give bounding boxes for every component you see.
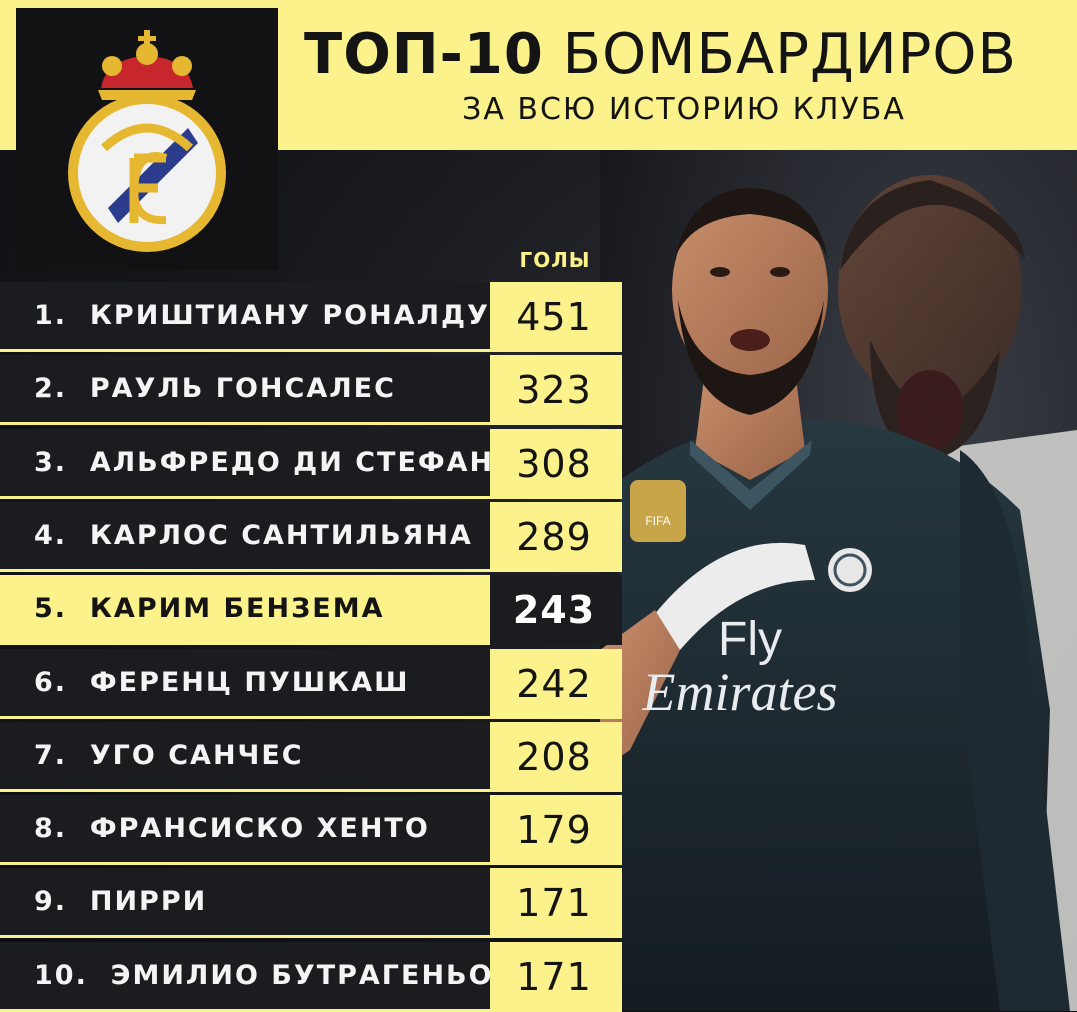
table-row: 8. ФРАНСИСКО ХЕНТО 179: [0, 795, 622, 865]
goals-value: 308: [490, 429, 622, 499]
player-rank: 2.: [34, 373, 68, 404]
player-rank: 10.: [34, 960, 88, 991]
table-row: 10. ЭМИЛИО БУТРАГЕНЬО 171: [0, 942, 622, 1012]
player-name: 8. ФРАНСИСКО ХЕНТО: [34, 795, 430, 865]
page-title: ТОП-10 БОМБАРДИРОВ: [304, 22, 1064, 87]
row-background: [0, 795, 490, 865]
player-name-text: УГО САНЧЕС: [89, 740, 304, 771]
player-name-text: КАРЛОС САНТИЛЬЯНА: [89, 520, 473, 551]
goals-value: 171: [490, 868, 622, 938]
row-background: [0, 868, 490, 938]
player-rank: 7.: [34, 740, 68, 771]
player-name-text: ФЕРЕНЦ ПУШКАШ: [89, 667, 410, 698]
goals-value: 171: [490, 942, 622, 1012]
player-rank: 3.: [34, 447, 68, 478]
player-name: 4. КАРЛОС САНТИЛЬЯНА: [34, 502, 473, 572]
goals-value: 289: [490, 502, 622, 572]
jersey-text-line1: Fly: [718, 613, 782, 666]
goals-value: 242: [490, 649, 622, 719]
jersey-text-line2: Emirates: [642, 662, 838, 722]
player-name: 1. КРИШТИАНУ РОНАЛДУ: [34, 282, 490, 352]
player-rank: 8.: [34, 813, 68, 844]
player-name: 10. ЭМИЛИО БУТРАГЕНЬО: [34, 942, 494, 1012]
fifa-badge-text: FIFA: [645, 514, 670, 528]
player-photo: FIFA Fly Emirates: [600, 150, 1077, 1011]
row-background: [0, 355, 490, 425]
player-rank: 4.: [34, 520, 68, 551]
player-name-text: ЭМИЛИО БУТРАГЕНЬО: [110, 960, 494, 991]
row-background: [0, 429, 490, 499]
player-rank: 6.: [34, 667, 68, 698]
player-name: 9. ПИРРИ: [34, 868, 207, 938]
player-rank: 1.: [34, 300, 68, 331]
player-name-text: ПИРРИ: [89, 886, 208, 917]
goals-value: 243: [490, 575, 622, 645]
player-rank: 9.: [34, 886, 68, 917]
goals-value: 451: [490, 282, 622, 352]
goals-value: 323: [490, 355, 622, 425]
goals-column-header: ГОЛЫ: [519, 248, 591, 272]
table-row: 6. ФЕРЕНЦ ПУШКАШ 242: [0, 649, 622, 719]
title-bold: ТОП-10: [304, 22, 544, 87]
goals-value: 179: [490, 795, 622, 865]
player-name: 3. АЛЬФРЕДО ДИ СТЕФАНО: [34, 429, 519, 499]
player-name-text: КАРИМ БЕНЗЕМА: [89, 593, 385, 624]
player-name-text: РАУЛЬ ГОНСАЛЕС: [89, 373, 396, 404]
table-row: 2. РАУЛЬ ГОНСАЛЕС 323: [0, 355, 622, 425]
goals-value: 208: [490, 722, 622, 792]
row-background: [0, 722, 490, 792]
player-name: 5. КАРИМ БЕНЗЕМА: [34, 575, 385, 645]
page-subtitle: ЗА ВСЮ ИСТОРИЮ КЛУБА: [462, 92, 906, 127]
title-rest: БОМБАРДИРОВ: [562, 22, 1017, 87]
player-name: 6. ФЕРЕНЦ ПУШКАШ: [34, 649, 409, 719]
table-row: 5. КАРИМ БЕНЗЕМА 243: [0, 575, 622, 645]
row-background: [0, 502, 490, 572]
real-madrid-crest-icon: [68, 30, 226, 252]
row-background: [0, 575, 490, 645]
table-row: 1. КРИШТИАНУ РОНАЛДУ 451: [0, 282, 622, 352]
logo-box: [16, 8, 278, 270]
player-name-text: АЛЬФРЕДО ДИ СТЕФАНО: [89, 447, 520, 478]
player-name-text: ФРАНСИСКО ХЕНТО: [89, 813, 430, 844]
table-row: 4. КАРЛОС САНТИЛЬЯНА 289: [0, 502, 622, 572]
table-row: 3. АЛЬФРЕДО ДИ СТЕФАНО 308: [0, 429, 622, 499]
player-rank: 5.: [34, 593, 68, 624]
player-name-text: КРИШТИАНУ РОНАЛДУ: [89, 300, 490, 331]
row-background: [0, 282, 490, 352]
table-row: 9. ПИРРИ 171: [0, 868, 622, 938]
row-background: [0, 649, 490, 719]
table-row: 7. УГО САНЧЕС 208: [0, 722, 622, 792]
player-name: 2. РАУЛЬ ГОНСАЛЕС: [34, 355, 396, 425]
player-name: 7. УГО САНЧЕС: [34, 722, 304, 792]
